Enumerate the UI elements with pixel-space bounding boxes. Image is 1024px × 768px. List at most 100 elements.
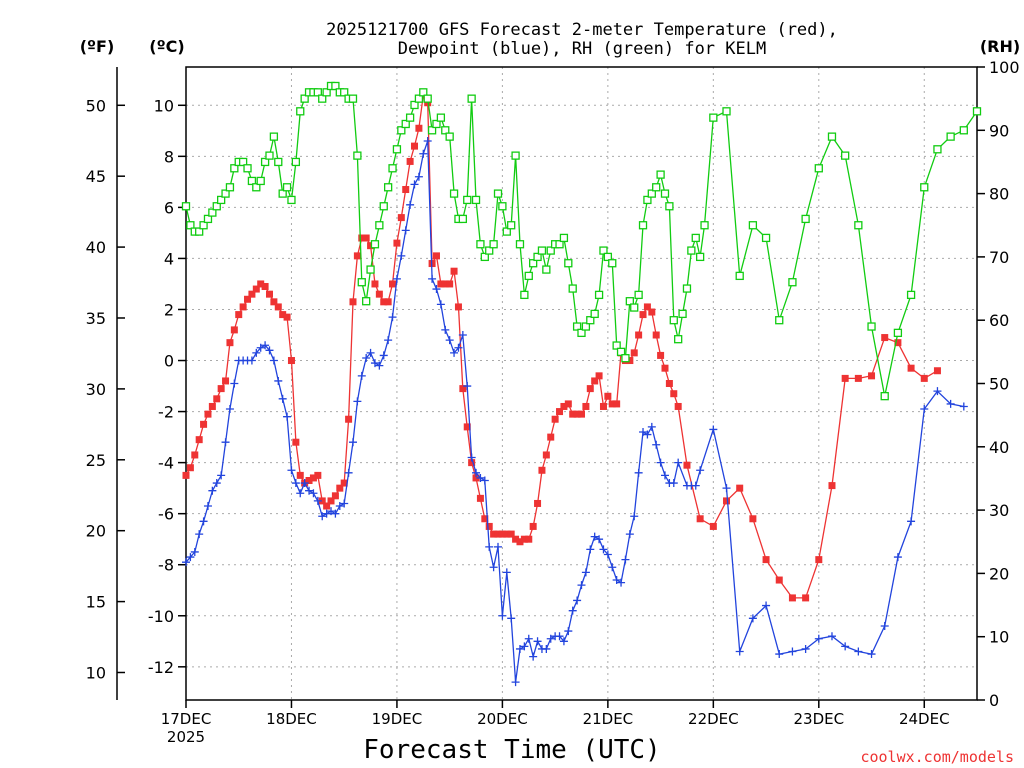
dewpoint-point	[340, 499, 349, 508]
dewpoint-point	[467, 453, 476, 462]
temperature-point	[208, 402, 216, 410]
rh-point	[529, 259, 538, 268]
plot-area	[181, 81, 982, 687]
dewpoint-point	[722, 484, 731, 493]
temperature-point	[507, 530, 515, 538]
dewpoint-point	[419, 149, 428, 158]
fahrenheit-tick-label: 20	[86, 522, 106, 541]
dewpoint-point	[696, 466, 705, 475]
temperature-point	[287, 357, 295, 365]
dewpoint-point	[555, 632, 564, 641]
temperature-point	[551, 415, 559, 423]
rh-point	[906, 290, 916, 300]
temperature-point	[358, 234, 366, 242]
dewpoint-point	[305, 486, 314, 495]
temperature-point	[437, 280, 445, 288]
rh-point	[559, 233, 569, 243]
dewpoint-point	[370, 359, 379, 368]
rh-point	[515, 240, 525, 249]
rh-point	[414, 94, 424, 103]
rh-point	[256, 176, 265, 186]
temperature-point	[512, 535, 520, 543]
temperature-point	[195, 436, 203, 444]
dewpoint-point	[546, 634, 555, 643]
rh-point	[700, 221, 709, 230]
rh-point	[687, 246, 696, 255]
temperature-point	[213, 395, 221, 403]
rh-point	[471, 195, 481, 205]
temperature-point	[472, 474, 480, 482]
dewpoint-point	[274, 376, 283, 385]
rh-point	[854, 221, 863, 230]
temperature-point	[375, 290, 383, 298]
dewpoint-point	[441, 325, 450, 334]
celsius-tick-label: -12	[148, 658, 174, 677]
rh-point	[449, 189, 459, 198]
rh-point	[678, 309, 687, 319]
dewpoint-point	[221, 438, 230, 447]
temperature-point	[723, 497, 731, 505]
dewpoint-point	[212, 479, 221, 488]
rh-point	[392, 145, 402, 154]
dewpoint-point	[656, 458, 665, 467]
rh-point	[243, 164, 252, 173]
rh-tick-label: 30	[989, 501, 1009, 520]
dewpoint-point	[498, 611, 507, 620]
dewpoint-point	[621, 555, 630, 564]
dewpoint-point	[893, 553, 902, 562]
temperature-point	[490, 530, 498, 538]
rh-point	[564, 259, 573, 268]
temperature-point	[599, 402, 607, 410]
temperature-point	[657, 351, 665, 359]
dewpoint-point	[542, 644, 551, 653]
rh-point	[300, 94, 309, 103]
rh-point	[265, 151, 274, 160]
dewpoint-point	[392, 274, 401, 283]
rh-point	[656, 170, 665, 179]
celsius-tick-label: 4	[164, 249, 174, 268]
rh-point	[581, 322, 591, 331]
temperature-point	[608, 400, 616, 408]
temperature-point	[920, 374, 928, 382]
rh-point	[920, 183, 929, 192]
x-tick-label: 24DEC	[899, 710, 950, 728]
dewpoint-point	[247, 356, 256, 365]
temperature-point	[367, 242, 375, 250]
rh-point	[696, 252, 705, 262]
rh-tick-label: 0	[989, 691, 999, 710]
dewpoint-point	[428, 274, 437, 283]
rh-point	[247, 176, 257, 186]
dewpoint-point	[423, 137, 432, 146]
temperature-point	[661, 364, 669, 372]
dewpoint-point	[608, 563, 617, 572]
temperature-point	[397, 214, 405, 222]
dewpoint-point	[520, 642, 529, 651]
fahrenheit-tick-label: 50	[86, 96, 106, 115]
dewpoint-point	[674, 458, 683, 467]
dewpoint-point	[432, 285, 441, 294]
temperature-point	[226, 339, 234, 347]
dewpoint-point	[709, 425, 718, 434]
rh-point	[357, 278, 366, 287]
temperature-point	[709, 522, 717, 530]
rh-point	[278, 189, 287, 198]
rh-point	[959, 126, 968, 135]
dewpoint-point	[313, 496, 322, 505]
rh-point	[893, 328, 903, 338]
series-1	[182, 137, 968, 687]
temperature-point	[854, 374, 862, 382]
dewpoint-point	[401, 226, 410, 235]
rh-point	[555, 240, 564, 249]
temperature-point	[788, 594, 796, 602]
temperature-point	[696, 515, 704, 523]
temperature-point	[595, 372, 603, 380]
dewpoint-point	[357, 371, 366, 380]
rh-point	[388, 164, 397, 173]
rh-point	[366, 265, 375, 274]
rh-point	[362, 297, 371, 306]
rh-point	[287, 195, 296, 205]
fahrenheit-tick-label: 15	[86, 593, 106, 612]
temperature-point	[868, 372, 876, 380]
rh-point	[480, 252, 489, 262]
